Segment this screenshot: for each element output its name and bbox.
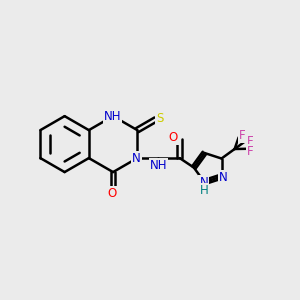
Text: S: S bbox=[156, 112, 163, 125]
Text: H: H bbox=[200, 184, 208, 197]
Text: F: F bbox=[239, 129, 245, 142]
Text: N: N bbox=[219, 171, 227, 184]
Text: NH: NH bbox=[150, 159, 167, 172]
Text: O: O bbox=[108, 187, 117, 200]
Text: O: O bbox=[169, 131, 178, 144]
Text: N: N bbox=[132, 152, 141, 165]
Text: F: F bbox=[247, 145, 254, 158]
Text: NH: NH bbox=[104, 110, 121, 123]
Text: F: F bbox=[247, 135, 253, 148]
Text: N: N bbox=[200, 176, 208, 189]
